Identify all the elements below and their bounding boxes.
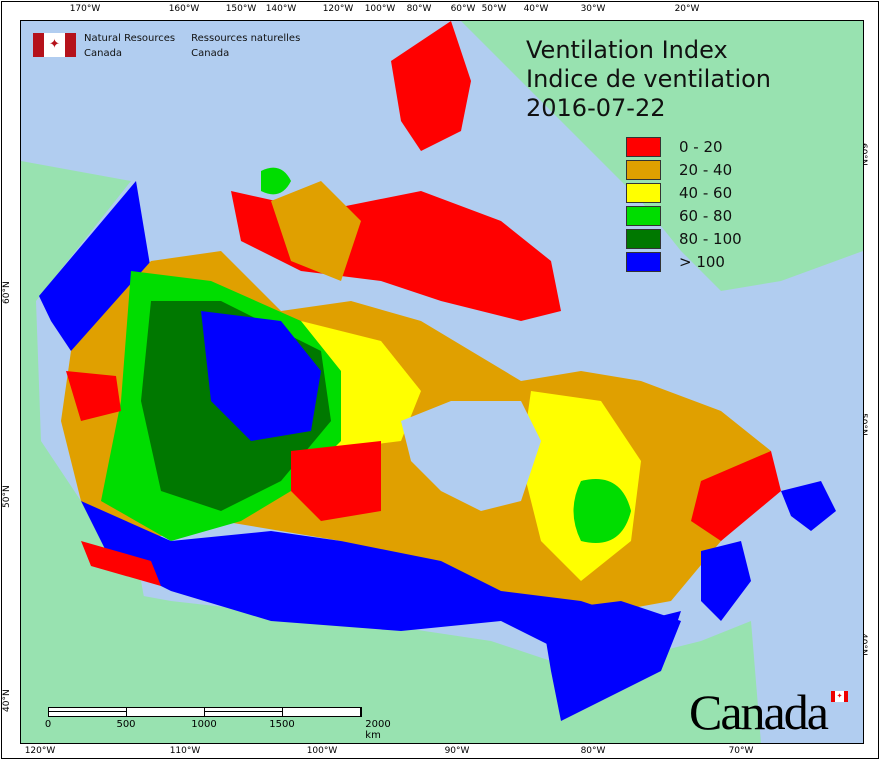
map-canvas [21, 21, 863, 743]
legend-item: 80 - 100 [626, 228, 742, 249]
title-en: Ventilation Index [526, 36, 728, 64]
zone-red-labrador [691, 451, 781, 541]
legend-swatch [626, 159, 661, 180]
bottom-tick-label: 120°W [24, 746, 56, 756]
top-tick-label: 170°W [69, 4, 101, 14]
legend-swatch [626, 136, 661, 157]
left-tick-label: 60°N [2, 281, 12, 304]
scale-label: 2000 km [365, 719, 391, 741]
top-tick-label: 30°W [580, 4, 606, 14]
top-tick-label: 100°W [364, 4, 396, 14]
map-title: Ventilation Index Indice de ventilation … [526, 36, 771, 123]
agency-name-en-2: Canada [84, 48, 123, 59]
legend-item: 40 - 60 [626, 182, 742, 203]
zone-red-bc [66, 371, 121, 421]
legend-label: 40 - 60 [679, 183, 733, 202]
zone-over-100-ontario [541, 601, 681, 721]
zone-red-bc-south [81, 541, 161, 586]
title-fr: Indice de ventilation [526, 65, 772, 93]
legend-swatch [626, 182, 661, 203]
zone-green-arctic [261, 167, 291, 195]
top-tick-label: 50°W [481, 4, 507, 14]
legend-item: 0 - 20 [626, 136, 742, 157]
zone-orange-arctic [271, 181, 361, 281]
bottom-tick-label: 70°W [728, 746, 754, 756]
top-tick-label: 150°W [225, 4, 257, 14]
left-tick-label: 50°N [2, 485, 12, 508]
agency-name-fr-1: Ressources naturelles [191, 33, 301, 44]
top-tick-label: 80°W [406, 4, 432, 14]
legend-label: 80 - 100 [679, 229, 742, 248]
legend-label: 20 - 40 [679, 160, 733, 179]
greenland-landmass [461, 21, 863, 291]
scale-label: 500 [116, 719, 136, 730]
bottom-tick-label: 110°W [169, 746, 201, 756]
agency-name-en-1: Natural Resources [84, 33, 176, 44]
scale-label: 1500 [269, 719, 295, 730]
legend-label: > 100 [679, 252, 725, 271]
canada-flag-icon: ✦ [33, 33, 76, 57]
agency-name-fr-2: Canada [191, 48, 230, 59]
top-tick-label: 60°W [450, 4, 476, 14]
scale-label: 1000 [191, 719, 217, 730]
canada-wordmark: Canada [689, 684, 829, 740]
top-tick-label: 160°W [168, 4, 200, 14]
top-tick-label: 140°W [265, 4, 297, 14]
legend-item: 60 - 80 [626, 205, 742, 226]
scale-label: 0 [44, 719, 52, 730]
top-tick-label: 40°W [523, 4, 549, 14]
legend-label: 0 - 20 [679, 137, 723, 156]
legend-swatch [626, 205, 661, 226]
legend-item: > 100 [626, 251, 742, 272]
ventilation-index-map[interactable]: ✦ Natural Resources Canada Ressources na… [20, 20, 864, 744]
top-tick-label: 120°W [322, 4, 354, 14]
left-tick-label: 40°N [2, 689, 12, 712]
zone-over-100-maritimes [701, 541, 751, 621]
zone-red-hudson-west [291, 441, 381, 521]
scale-bar: 0 500 1000 1500 2000 km [45, 707, 391, 741]
zone-over-100-prairies [81, 501, 681, 661]
zone-green-quebec [573, 479, 631, 543]
legend-item: 20 - 40 [626, 159, 742, 180]
canada-flag-icon: ✦ [831, 691, 848, 702]
bottom-tick-label: 80°W [580, 746, 606, 756]
bottom-tick-label: 90°W [444, 746, 470, 756]
hudson-bay [401, 401, 541, 511]
nrcan-signature: ✦ Natural Resources Canada Ressources na… [33, 31, 300, 61]
legend: 0 - 20 20 - 40 40 - 60 60 - 80 80 - 100 … [626, 136, 742, 274]
zone-red-arctic [391, 21, 471, 151]
zone-over-100-nwt [201, 311, 321, 441]
legend-swatch [626, 228, 661, 249]
zone-over-100-newfoundland [781, 481, 836, 531]
map-date: 2016-07-22 [526, 94, 666, 122]
bottom-tick-label: 100°W [306, 746, 338, 756]
legend-label: 60 - 80 [679, 206, 733, 225]
legend-swatch [626, 251, 661, 272]
top-tick-label: 20°W [674, 4, 700, 14]
